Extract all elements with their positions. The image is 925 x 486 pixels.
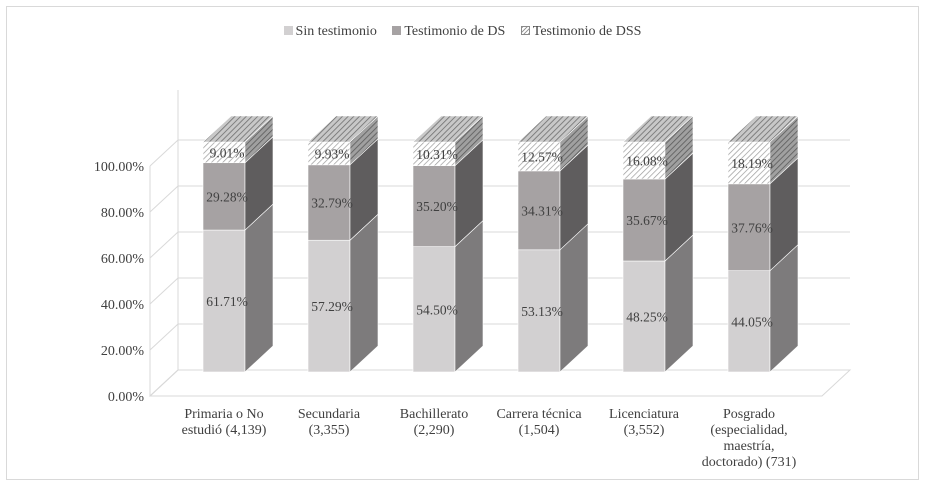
x-tick-label-line: estudió (4,139)	[182, 423, 267, 438]
x-tick-label-4: Licenciatura (3,552)	[609, 407, 680, 438]
x-tick-label-2: Bachillerato (2,290)	[400, 407, 468, 438]
x-axis: Primaria o No estudió (4,139)Secundaria (3…	[182, 407, 797, 470]
x-tick-label-3: Carrera técnica (1,504)	[496, 407, 582, 438]
x-tick-label-line: Carrera técnica	[496, 407, 582, 422]
x-tick-label-line: (2,290)	[414, 423, 455, 438]
x-tick-label-line: doctorado) (731)	[702, 455, 797, 470]
bar-top-5	[727, 115, 799, 143]
data-label-sin-testimonio-4: 48.25%	[626, 310, 668, 325]
y-tick-label-0: 0.00%	[108, 390, 145, 405]
data-label-testimonio-ds-0: 29.28%	[206, 189, 248, 204]
x-tick-label-line: Primaria o No	[184, 407, 263, 422]
data-label-testimonio-ds-3: 34.31%	[521, 203, 563, 218]
legend-item-testimonio-ds: Testimonio de DS	[392, 24, 505, 40]
y-tick-label-2: 40.00%	[101, 298, 145, 313]
y-axis: 0.00% 20.00% 40.00% 60.00% 80.00% 100.00%	[94, 160, 145, 405]
data-label-testimonio-dss-4: 16.08%	[626, 153, 668, 168]
x-tick-label-line: Secundaria	[298, 407, 361, 422]
legend: Sin testimonio Testimonio de DS Testimon…	[0, 24, 925, 40]
data-label-sin-testimonio-3: 53.13%	[521, 304, 563, 319]
data-label-testimonio-dss-3: 12.57%	[521, 149, 563, 164]
legend-swatch-testimonio-ds	[392, 26, 402, 35]
x-tick-label-line: Bachillerato	[400, 407, 468, 422]
bar-testimonio-ds-0	[202, 162, 246, 231]
chart-frame	[6, 6, 919, 480]
bar-side-sin-testimonio-0	[244, 203, 274, 373]
bar-top-4	[622, 115, 694, 143]
data-label-testimonio-ds-5: 37.76%	[731, 220, 773, 235]
legend-label-testimonio-ds: Testimonio de DS	[404, 24, 506, 39]
x-tick-label-line: (1,504)	[519, 423, 560, 438]
bar-sin-testimonio-1	[307, 239, 351, 373]
bar-side-sin-testimonio-2	[454, 219, 484, 373]
x-tick-label-5: Posgrado (especialidad, maestría, doctorado…	[702, 407, 797, 470]
x-tick-label-1: Secundaria (3,355)	[298, 407, 361, 438]
legend-item-sin-testimonio: Sin testimonio	[283, 24, 377, 40]
bar-sin-testimonio-4	[622, 260, 666, 373]
data-label-testimonio-ds-1: 32.79%	[311, 196, 353, 211]
bar-testimonio-dss-5	[727, 141, 771, 185]
data-label-testimonio-dss-2: 10.31%	[416, 147, 458, 162]
data-label-sin-testimonio-1: 57.29%	[311, 299, 353, 314]
legend-item-testimonio-dss: Testimonio de DSS	[520, 24, 642, 40]
gridline-0	[149, 369, 850, 397]
bars: 61.71% 29.28% 9.01% 57.29% 32.79% 9.93% 54.50%…	[202, 115, 799, 373]
legend-label-testimonio-dss: Testimonio de DSS	[532, 24, 642, 39]
data-label-testimonio-dss-0: 9.01%	[210, 145, 245, 160]
legend-swatch-testimonio-dss	[520, 26, 530, 35]
floor	[148, 369, 852, 397]
bar-testimonio-ds-2	[412, 165, 456, 247]
x-tick-label-0: Primaria o No estudió (4,139)	[182, 407, 267, 438]
bar-sin-testimonio-0	[202, 229, 246, 373]
y-tick-label-3: 60.00%	[101, 252, 145, 267]
data-label-testimonio-dss-5: 18.19%	[731, 156, 773, 171]
x-tick-label-line: (3,355)	[309, 423, 350, 438]
data-label-testimonio-ds-2: 35.20%	[416, 199, 458, 214]
bar-testimonio-ds-3	[517, 170, 561, 251]
y-tick-label-4: 80.00%	[101, 206, 145, 221]
data-label-sin-testimonio-2: 54.50%	[416, 302, 458, 317]
bar-top-3	[517, 115, 589, 143]
data-label-sin-testimonio-5: 44.05%	[731, 314, 773, 329]
bar-sin-testimonio-2	[412, 246, 456, 373]
bar-sin-testimonio-3	[517, 249, 561, 373]
x-tick-label-line: Licenciatura	[609, 407, 680, 422]
bar-top-0	[202, 115, 274, 143]
x-tick-label-line: (especialidad,	[710, 423, 787, 438]
data-label-testimonio-dss-1: 9.93%	[315, 146, 350, 161]
x-tick-label-line: (3,552)	[624, 423, 665, 438]
legend-label-sin-testimonio: Sin testimonio	[295, 24, 377, 39]
bar-top-1	[307, 115, 379, 143]
y-tick-label-5: 100.00%	[94, 160, 145, 175]
bar-testimonio-dss-3	[517, 141, 561, 172]
bar-sin-testimonio-5	[727, 270, 771, 373]
y-tick-label-1: 20.00%	[101, 344, 145, 359]
data-label-sin-testimonio-0: 61.71%	[206, 294, 248, 309]
bar-testimonio-ds-4	[622, 178, 666, 262]
x-tick-label-line: Posgrado	[723, 407, 775, 422]
bar-top-2	[412, 115, 484, 143]
x-tick-label-line: maestría,	[724, 439, 775, 454]
data-label-testimonio-ds-4: 35.67%	[626, 213, 668, 228]
bar-side-sin-testimonio-1	[349, 213, 379, 373]
legend-swatch-sin-testimonio	[283, 26, 293, 35]
